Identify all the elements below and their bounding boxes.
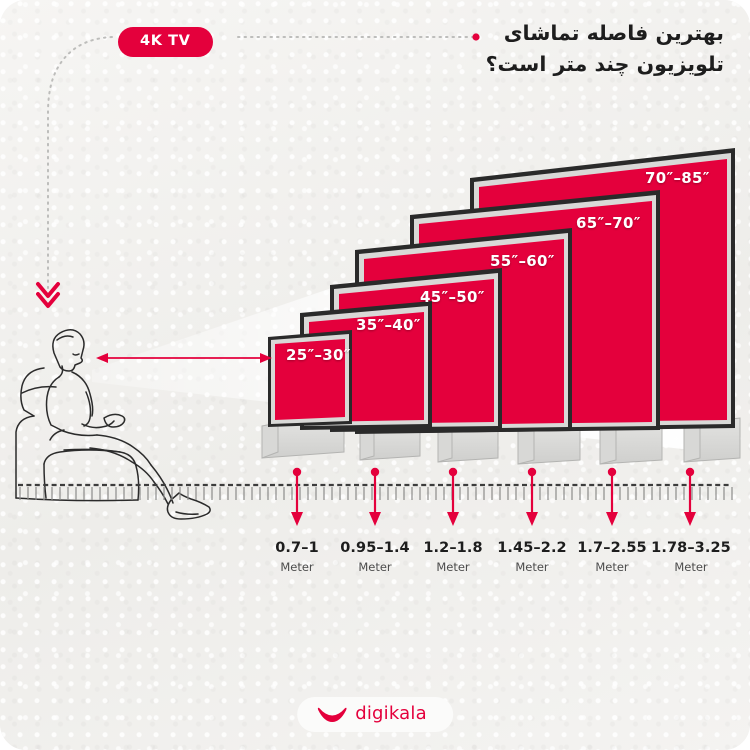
title-line-2: تلویزیون چند متر است؟ bbox=[485, 51, 724, 76]
page-title: بهترین فاصله تماشای تلویزیون چند متر است… bbox=[394, 18, 724, 80]
tv-panels bbox=[268, 148, 735, 434]
distance-unit-5: Meter bbox=[595, 560, 629, 574]
brand-logo: digikala bbox=[297, 697, 453, 732]
badge-connector-path bbox=[36, 33, 480, 308]
distance-value-3: 1.2–1.8 bbox=[423, 540, 483, 556]
distance-marker-1 bbox=[291, 467, 303, 526]
tv-size-label-4: 55″–60″ bbox=[490, 252, 555, 270]
title-line-1: بهترین فاصله تماشای bbox=[503, 21, 724, 45]
distance-marker-4 bbox=[526, 467, 538, 526]
distance-marker-6 bbox=[684, 467, 696, 526]
viewing-distance-arrow bbox=[96, 353, 272, 363]
distance-value-1: 0.7–1 bbox=[275, 540, 319, 556]
tv-size-label-2: 35″–40″ bbox=[356, 316, 421, 334]
distance-unit-1: Meter bbox=[280, 560, 314, 574]
distance-marker-2 bbox=[369, 467, 381, 526]
distance-unit-3: Meter bbox=[436, 560, 470, 574]
tv-size-label-3: 45″–50″ bbox=[420, 288, 485, 306]
distance-label-6: 1.78–3.25 Meter bbox=[644, 540, 738, 574]
distance-label-2: 0.95–1.4 Meter bbox=[328, 540, 422, 574]
seated-viewer-illustration bbox=[15, 329, 211, 520]
tv-panel-25-30 bbox=[268, 330, 352, 427]
distance-unit-2: Meter bbox=[358, 560, 392, 574]
distance-marker-5 bbox=[606, 467, 618, 526]
tv-size-label-5: 65″–70″ bbox=[576, 214, 641, 232]
distance-label-3: 1.2–1.8 Meter bbox=[406, 540, 500, 574]
tv-size-label-6: 70″–85″ bbox=[645, 169, 710, 187]
distance-value-4: 1.45–2.2 bbox=[497, 540, 567, 556]
tv-size-label-1: 25″–30″ bbox=[286, 346, 351, 364]
distance-label-4: 1.45–2.2 Meter bbox=[485, 540, 579, 574]
distance-unit-4: Meter bbox=[515, 560, 549, 574]
distance-value-5: 1.7–2.55 bbox=[577, 540, 647, 556]
brand-wordmark: digikala bbox=[355, 703, 427, 724]
distance-label-5: 1.7–2.55 Meter bbox=[565, 540, 659, 574]
distance-value-6: 1.78–3.25 bbox=[651, 540, 731, 556]
distance-marker-3 bbox=[447, 467, 459, 526]
distance-value-2: 0.95–1.4 bbox=[340, 540, 410, 556]
distance-markers bbox=[291, 467, 696, 526]
digikala-smile-icon bbox=[317, 707, 347, 722]
distance-unit-6: Meter bbox=[674, 560, 708, 574]
resolution-badge: 4K TV bbox=[118, 27, 213, 57]
distance-label-1: 0.7–1 Meter bbox=[250, 540, 344, 574]
